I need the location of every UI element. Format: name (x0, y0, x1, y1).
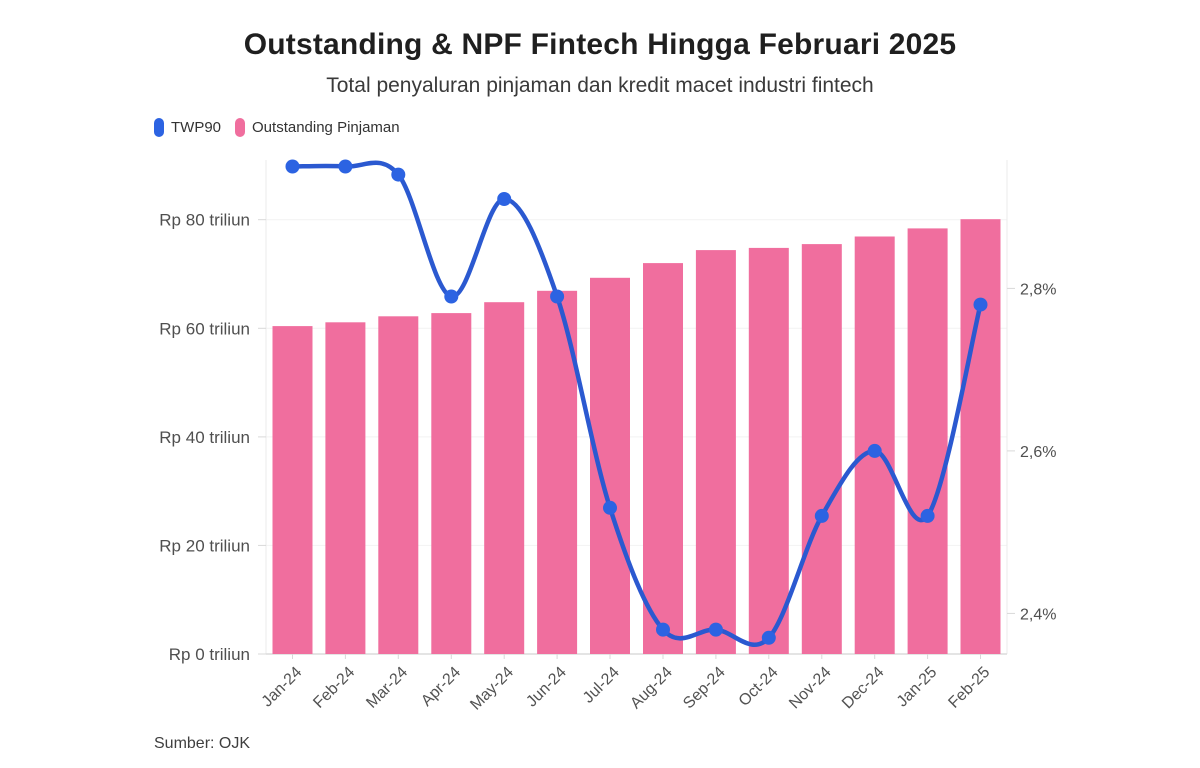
bar-oct-24 (748, 247, 789, 654)
bar-jul-24 (590, 277, 630, 654)
bar-nov-24 (801, 244, 842, 654)
x-axis-label: Dec-24 (839, 664, 888, 713)
legend-swatch-twp90-icon (154, 118, 164, 137)
legend-label-twp90: TWP90 (171, 119, 222, 136)
bar-apr-24 (431, 313, 472, 654)
line-point-jan-25 (920, 508, 935, 523)
x-axis-label: Feb-25 (945, 664, 993, 712)
x-axis-label: Jun-24 (523, 664, 570, 711)
bar-jan-25 (907, 228, 948, 654)
line-point-oct-24 (761, 630, 776, 645)
left-axis-label: Rp 20 triliun (159, 536, 250, 555)
bar-mar-24 (378, 316, 419, 654)
right-axis-label: 2,4% (1020, 606, 1056, 623)
line-point-jul-24 (603, 500, 617, 515)
bar-aug-24 (643, 263, 683, 654)
x-axis-label: Oct-24 (736, 664, 782, 710)
line-point-apr-24 (444, 289, 459, 304)
bar-jan-24 (272, 326, 313, 654)
legend-label-outstanding: Outstanding Pinjaman (252, 119, 400, 136)
right-axis-label: 2,8% (1020, 281, 1056, 298)
bar-feb-24 (325, 322, 366, 654)
line-point-sep-24 (708, 622, 723, 637)
x-axis-label: Jul-24 (580, 664, 623, 707)
x-axis-label: Mar-24 (363, 664, 411, 712)
right-axis-label: 2,6% (1020, 444, 1056, 461)
x-axis-label: Jan-24 (259, 664, 306, 711)
x-axis-label: Apr-24 (418, 664, 464, 710)
chart-title: Outstanding & NPF Fintech Hingga Februar… (243, 28, 957, 61)
line-point-feb-25 (973, 297, 988, 312)
source-note: Sumber: OJK (154, 735, 251, 752)
line-point-may-24 (497, 192, 512, 206)
bar-sep-24 (695, 250, 736, 654)
left-axis-label: Rp 60 triliun (159, 319, 250, 338)
line-point-dec-24 (867, 443, 882, 458)
x-axis-label: May-24 (467, 664, 517, 714)
line-point-aug-24 (656, 622, 670, 637)
left-axis-label: Rp 40 triliun (159, 428, 250, 447)
legend-item-twp90: TWP90 (154, 118, 221, 137)
chart-legend: TWP90 Outstanding Pinjaman (154, 118, 400, 137)
x-axis-label: Jan-25 (894, 664, 941, 711)
x-axis-label: Aug-24 (627, 664, 676, 713)
legend-item-outstanding: Outstanding Pinjaman (235, 118, 400, 137)
line-point-mar-24 (391, 167, 406, 182)
chart-subtitle: Total penyaluran pinjaman dan kredit mac… (326, 74, 874, 97)
left-axis-label: Rp 80 triliun (159, 211, 250, 230)
line-point-feb-24 (338, 159, 353, 174)
line-point-nov-24 (814, 508, 829, 523)
left-axis-label: Rp 0 triliun (169, 645, 250, 664)
x-axis-label: Nov-24 (786, 664, 835, 713)
x-axis-label: Feb-24 (310, 664, 358, 712)
legend-swatch-outstanding-icon (235, 118, 246, 137)
bar-may-24 (484, 302, 525, 654)
line-point-jun-24 (550, 289, 565, 304)
x-axis-label: Sep-24 (680, 664, 729, 713)
bar-feb-25 (960, 219, 1001, 654)
line-point-jan-24 (285, 159, 300, 174)
